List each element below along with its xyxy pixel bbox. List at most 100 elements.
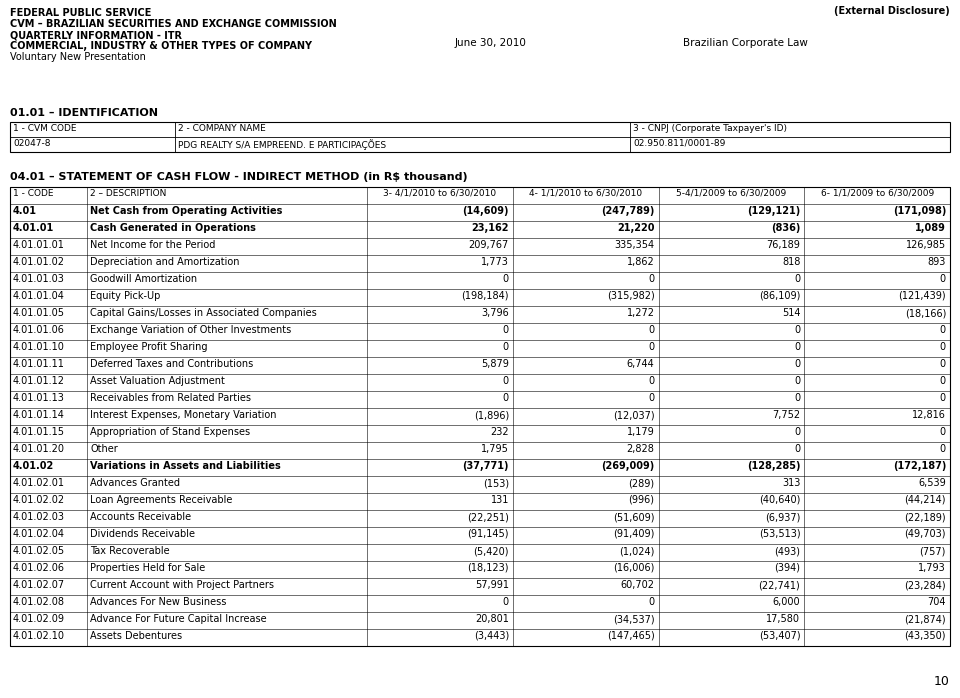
Text: 4- 1/1/2010 to 6/30/2010: 4- 1/1/2010 to 6/30/2010 — [529, 189, 642, 198]
Text: Employee Profit Sharing: Employee Profit Sharing — [90, 342, 207, 352]
Text: 514: 514 — [781, 308, 801, 318]
Text: 04.01 – STATEMENT OF CASH FLOW - INDIRECT METHOD (in R$ thousand): 04.01 – STATEMENT OF CASH FLOW - INDIREC… — [10, 172, 468, 182]
Text: Capital Gains/Losses in Associated Companies: Capital Gains/Losses in Associated Compa… — [90, 308, 317, 318]
Text: Advance For Future Capital Increase: Advance For Future Capital Increase — [90, 614, 267, 624]
Text: Receivables from Related Parties: Receivables from Related Parties — [90, 393, 252, 403]
Text: (1,896): (1,896) — [473, 410, 509, 420]
Text: 0: 0 — [794, 427, 801, 437]
Text: 0: 0 — [940, 359, 946, 369]
Text: 0: 0 — [940, 393, 946, 403]
Text: 4.01.02.06: 4.01.02.06 — [13, 563, 65, 573]
Text: (269,009): (269,009) — [601, 461, 655, 471]
Text: 6,000: 6,000 — [773, 597, 801, 607]
Text: (53,407): (53,407) — [758, 631, 801, 641]
Text: Tax Recoverable: Tax Recoverable — [90, 546, 170, 556]
Text: 4.01.02.04: 4.01.02.04 — [13, 529, 65, 539]
Text: (147,465): (147,465) — [607, 631, 655, 641]
Text: Deferred Taxes and Contributions: Deferred Taxes and Contributions — [90, 359, 253, 369]
Text: 4.01: 4.01 — [13, 206, 37, 216]
Text: 335,354: 335,354 — [614, 240, 655, 250]
Text: 0: 0 — [648, 393, 655, 403]
Text: (289): (289) — [629, 478, 655, 488]
Text: 4.01.01.01: 4.01.01.01 — [13, 240, 65, 250]
Text: FEDERAL PUBLIC SERVICE: FEDERAL PUBLIC SERVICE — [10, 8, 152, 18]
Text: 4.01.02.01: 4.01.02.01 — [13, 478, 65, 488]
Text: 0: 0 — [794, 376, 801, 386]
Text: 0: 0 — [794, 325, 801, 335]
Text: 0: 0 — [648, 325, 655, 335]
Text: 704: 704 — [927, 597, 946, 607]
Text: 0: 0 — [503, 393, 509, 403]
Text: 4.01.02.09: 4.01.02.09 — [13, 614, 65, 624]
Text: (14,609): (14,609) — [463, 206, 509, 216]
Text: 4.01.01.05: 4.01.01.05 — [13, 308, 65, 318]
Text: CVM – BRAZILIAN SECURITIES AND EXCHANGE COMMISSION: CVM – BRAZILIAN SECURITIES AND EXCHANGE … — [10, 19, 337, 29]
Text: (153): (153) — [483, 478, 509, 488]
Text: 4.01.01.02: 4.01.01.02 — [13, 257, 65, 267]
Text: Dividends Receivable: Dividends Receivable — [90, 529, 195, 539]
Text: 818: 818 — [782, 257, 801, 267]
Text: 4.01.01.12: 4.01.01.12 — [13, 376, 65, 386]
Text: (23,284): (23,284) — [904, 580, 946, 590]
Text: 4.01.01.04: 4.01.01.04 — [13, 291, 65, 301]
Text: (12,037): (12,037) — [613, 410, 655, 420]
Text: 4.01.01.11: 4.01.01.11 — [13, 359, 65, 369]
Text: Goodwill Amortization: Goodwill Amortization — [90, 274, 197, 284]
Text: 21,220: 21,220 — [617, 223, 655, 233]
Text: 0: 0 — [794, 359, 801, 369]
Text: Appropriation of Stand Expenses: Appropriation of Stand Expenses — [90, 427, 251, 437]
Text: (16,006): (16,006) — [613, 563, 655, 573]
Text: (34,537): (34,537) — [613, 614, 655, 624]
Text: 4.01.01.14: 4.01.01.14 — [13, 410, 65, 420]
Text: (394): (394) — [775, 563, 801, 573]
Text: (40,640): (40,640) — [759, 495, 801, 505]
Text: 1,793: 1,793 — [919, 563, 946, 573]
Text: 0: 0 — [503, 342, 509, 352]
Text: Asset Valuation Adjustment: Asset Valuation Adjustment — [90, 376, 225, 386]
Text: 0: 0 — [648, 597, 655, 607]
Text: Variations in Assets and Liabilities: Variations in Assets and Liabilities — [90, 461, 281, 471]
Text: (49,703): (49,703) — [904, 529, 946, 539]
Text: 0: 0 — [503, 325, 509, 335]
Text: 3 - CNPJ (Corporate Taxpayer's ID): 3 - CNPJ (Corporate Taxpayer's ID) — [633, 124, 787, 133]
Text: (315,982): (315,982) — [607, 291, 655, 301]
Text: Cash Generated in Operations: Cash Generated in Operations — [90, 223, 256, 233]
Text: 0: 0 — [648, 376, 655, 386]
Text: (44,214): (44,214) — [904, 495, 946, 505]
Text: 209,767: 209,767 — [468, 240, 509, 250]
Text: 0: 0 — [794, 342, 801, 352]
Text: 0: 0 — [794, 393, 801, 403]
Text: (121,439): (121,439) — [899, 291, 946, 301]
Text: (128,285): (128,285) — [747, 461, 801, 471]
Text: 4.01.01.15: 4.01.01.15 — [13, 427, 65, 437]
Text: 0: 0 — [940, 274, 946, 284]
Text: (22,741): (22,741) — [758, 580, 801, 590]
Text: 1,773: 1,773 — [481, 257, 509, 267]
Text: (86,109): (86,109) — [759, 291, 801, 301]
Text: Voluntary New Presentation: Voluntary New Presentation — [10, 52, 146, 62]
Text: 2 – DESCRIPTION: 2 – DESCRIPTION — [90, 189, 166, 198]
Text: (757): (757) — [920, 546, 946, 556]
Text: Properties Held for Sale: Properties Held for Sale — [90, 563, 205, 573]
Text: 2 - COMPANY NAME: 2 - COMPANY NAME — [178, 124, 266, 133]
Text: June 30, 2010: June 30, 2010 — [454, 38, 526, 48]
Text: 0: 0 — [940, 325, 946, 335]
Text: (18,166): (18,166) — [904, 308, 946, 318]
Text: Interest Expenses, Monetary Variation: Interest Expenses, Monetary Variation — [90, 410, 276, 420]
Text: 1 - CODE: 1 - CODE — [13, 189, 54, 198]
Text: 0: 0 — [794, 274, 801, 284]
Text: 4.01.01: 4.01.01 — [13, 223, 55, 233]
Text: COMMERCIAL, INDUSTRY & OTHER TYPES OF COMPANY: COMMERCIAL, INDUSTRY & OTHER TYPES OF CO… — [10, 41, 312, 51]
Text: 131: 131 — [491, 495, 509, 505]
Text: Brazilian Corporate Law: Brazilian Corporate Law — [683, 38, 807, 48]
Text: (43,350): (43,350) — [904, 631, 946, 641]
Text: 6,744: 6,744 — [627, 359, 655, 369]
Text: 76,189: 76,189 — [766, 240, 801, 250]
Text: Assets Debentures: Assets Debentures — [90, 631, 182, 641]
Text: 4.01.02.03: 4.01.02.03 — [13, 512, 65, 522]
Text: (247,789): (247,789) — [601, 206, 655, 216]
Text: Exchange Variation of Other Investments: Exchange Variation of Other Investments — [90, 325, 291, 335]
Text: (22,251): (22,251) — [467, 512, 509, 522]
Text: Advances For New Business: Advances For New Business — [90, 597, 227, 607]
Text: 1,272: 1,272 — [627, 308, 655, 318]
